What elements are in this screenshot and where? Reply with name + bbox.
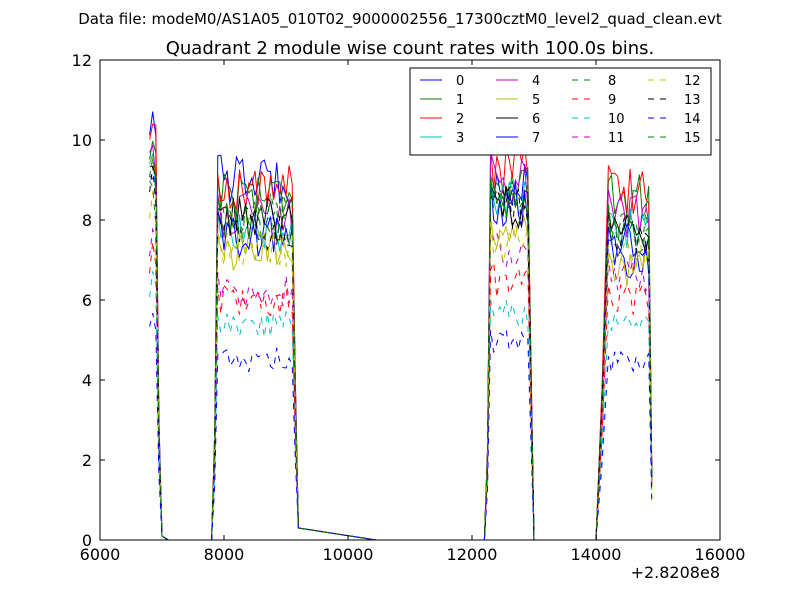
x-tick-label: 8000 — [204, 545, 245, 564]
legend-entry-7: 7 — [496, 131, 540, 146]
legend-label: 14 — [684, 112, 701, 127]
legend-label: 4 — [532, 74, 540, 89]
x-tick-label: 12000 — [447, 545, 498, 564]
suptitle: Data file: modeM0/AS1A05_010T02_90000025… — [78, 10, 722, 29]
y-tick-label: 0 — [82, 531, 92, 550]
series-layer — [149, 111, 653, 541]
series-line-14 — [149, 313, 653, 541]
legend-entry-10: 10 — [572, 112, 625, 127]
legend-entry-4: 4 — [496, 74, 540, 89]
legend-label: 12 — [684, 74, 701, 89]
legend-entry-8: 8 — [572, 74, 616, 89]
x-tick-label: 16000 — [695, 545, 746, 564]
legend-entry-0: 0 — [420, 74, 464, 89]
legend-label: 3 — [456, 131, 464, 146]
series-line-10 — [149, 271, 653, 541]
legend-label: 0 — [456, 74, 464, 89]
series-line-8 — [149, 180, 653, 541]
y-tick-label: 2 — [82, 451, 92, 470]
legend-entry-15: 15 — [648, 131, 701, 146]
legend-label: 2 — [456, 112, 464, 127]
legend-entry-14: 14 — [648, 112, 701, 127]
legend-entry-1: 1 — [420, 93, 464, 108]
legend-entry-11: 11 — [572, 131, 625, 146]
legend-label: 5 — [532, 93, 540, 108]
legend-box — [409, 67, 712, 156]
x-tick-label: 6000 — [80, 545, 121, 564]
chart-title: Quadrant 2 module wise count rates with … — [166, 38, 655, 59]
legend-entry-2: 2 — [420, 112, 464, 127]
series-line-11 — [149, 227, 653, 541]
legend-entry-6: 6 — [496, 112, 540, 127]
series-line-15 — [149, 157, 653, 541]
legend-entry-13: 13 — [648, 93, 701, 108]
legend-label: 1 — [456, 93, 464, 108]
legend-label: 15 — [684, 131, 701, 146]
x-tick-label: 10000 — [323, 545, 374, 564]
legend-label: 10 — [608, 112, 625, 127]
y-tick-label: 6 — [82, 291, 92, 310]
legend-entry-3: 3 — [420, 131, 464, 146]
legend-label: 6 — [532, 112, 540, 127]
legend-entry-12: 12 — [648, 74, 701, 89]
y-tick-label: 4 — [82, 371, 92, 390]
legend-label: 9 — [608, 93, 616, 108]
x-offset-label: +2.8208e8 — [631, 563, 720, 582]
legend-label: 11 — [608, 131, 625, 146]
y-tick-label: 8 — [82, 211, 92, 230]
legend-entry-5: 5 — [496, 93, 540, 108]
y-tick-label: 10 — [72, 131, 92, 150]
legend-label: 8 — [608, 74, 616, 89]
y-tick-label: 12 — [72, 51, 92, 70]
legend-label: 13 — [684, 93, 701, 108]
x-tick-label: 14000 — [571, 545, 622, 564]
series-line-12 — [149, 188, 653, 541]
legend-label: 7 — [532, 131, 540, 146]
legend-entry-9: 9 — [572, 93, 616, 108]
